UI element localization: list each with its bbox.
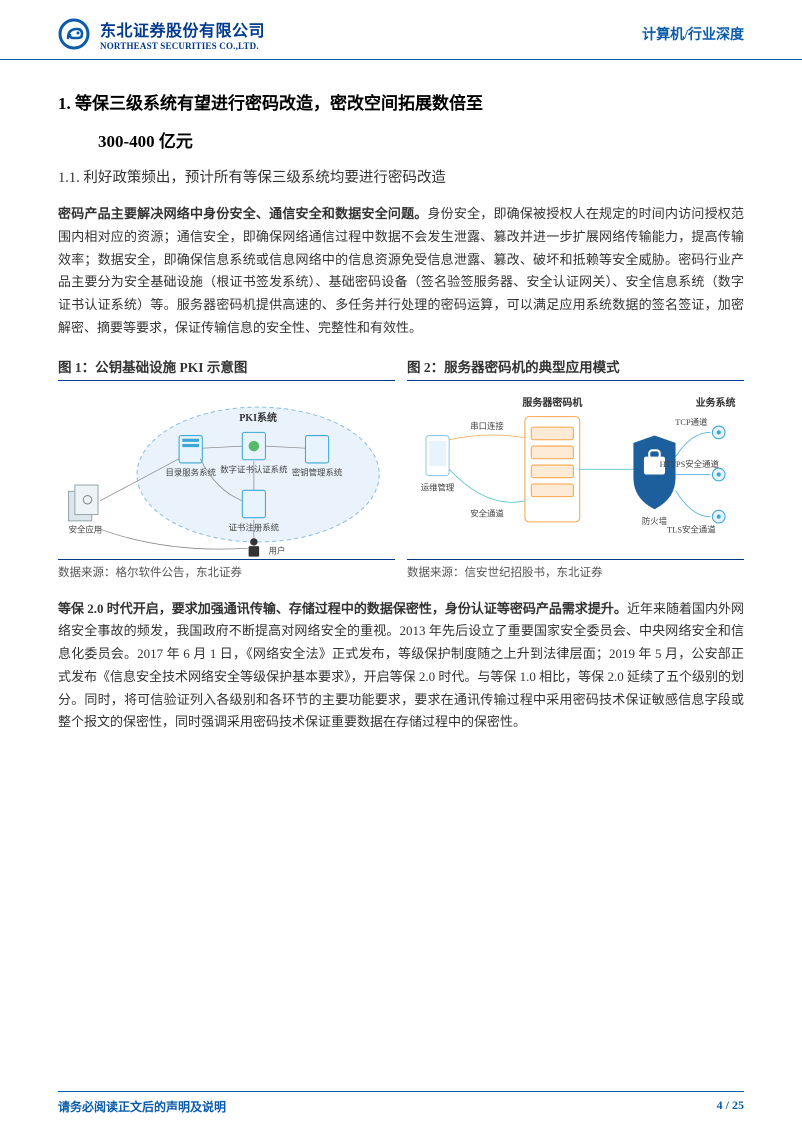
fig2-ops: 运维管理 xyxy=(421,482,455,492)
fig2-firewall: 防火墙 xyxy=(642,516,668,526)
fig2-secch: 安全通道 xyxy=(470,508,504,518)
fig1-user: 用户 xyxy=(269,545,286,555)
heading-1-cont: 300-400 亿元 xyxy=(98,127,744,152)
firewall-icon xyxy=(633,435,675,509)
logo-text-cn: 东北证券股份有限公司 xyxy=(100,17,265,41)
fig2-serial: 串口连接 xyxy=(470,421,504,431)
fig2-diagram: 服务器密码机 业务系统 运维管理 xyxy=(407,385,744,564)
fig1-diagram: PKI系统 目录服务系统 数字证书认证系统 密钥管理系统 证书注册系统 xyxy=(58,385,395,564)
fig2-server-title: 服务器密码机 xyxy=(522,396,582,409)
figures-row: 图 1：公钥基础设施 PKI 示意图 PKI系统 目录服务系统 数字证书认证系统… xyxy=(58,356,744,580)
header-category: 计算机/行业深度 xyxy=(642,24,744,44)
paragraph-2: 等保 2.0 时代开启，要求加强通讯传输、存储过程中的数据保密性，身份认证等密码… xyxy=(58,598,744,735)
fig1-pki-label: PKI系统 xyxy=(239,410,277,423)
para1-rest: 身份安全，即确保被授权人在规定的时间内访问授权范围内相对应的资源；通信安全，即确… xyxy=(58,206,744,335)
fig2-biz-title: 业务系统 xyxy=(696,396,736,409)
para2-rest: 近年来随着国内外网络安全事故的频发，我国政府不断提高对网络安全的重视。2013 … xyxy=(58,601,744,730)
fig1-title: 图 1：公钥基础设施 PKI 示意图 xyxy=(58,356,395,381)
fig2-https: HTTPS安全通道 xyxy=(660,459,720,469)
logo-icon xyxy=(58,18,90,50)
fig1-secmgr: 密钥管理系统 xyxy=(292,467,343,477)
fig2-tls: TLS安全通道 xyxy=(667,524,716,534)
page-header: 东北证券股份有限公司 NORTHEAST SECURITIES CO.,LTD.… xyxy=(0,0,802,60)
paragraph-1: 密码产品主要解决网络中身份安全、通信安全和数据安全问题。身份安全，即确保被授权人… xyxy=(58,203,744,340)
heading-2: 1.1. 利好政策频出，预计所有等保三级系统均要进行密码改造 xyxy=(58,166,744,187)
fig2-box: 服务器密码机 业务系统 运维管理 xyxy=(407,385,744,555)
page-footer: 请务必阅读正文后的声明及说明 4 / 25 xyxy=(0,1091,802,1115)
logo-text: 东北证券股份有限公司 NORTHEAST SECURITIES CO.,LTD. xyxy=(100,17,265,51)
logo-text-en: NORTHEAST SECURITIES CO.,LTD. xyxy=(100,41,265,51)
fig1-app: 安全应用 xyxy=(69,524,103,534)
page: 东北证券股份有限公司 NORTHEAST SECURITIES CO.,LTD.… xyxy=(0,0,802,1133)
fig2-title: 图 2：服务器密码机的典型应用模式 xyxy=(407,356,744,381)
figure-1: 图 1：公钥基础设施 PKI 示意图 PKI系统 目录服务系统 数字证书认证系统… xyxy=(58,356,395,580)
fig2-tcp: TCP通道 xyxy=(675,417,708,427)
heading-1-num: 1. xyxy=(58,94,71,113)
fig1-box: PKI系统 目录服务系统 数字证书认证系统 密钥管理系统 证书注册系统 xyxy=(58,385,395,555)
footer-page: 4 / 25 xyxy=(717,1098,744,1115)
brand-logo: 东北证券股份有限公司 NORTHEAST SECURITIES CO.,LTD. xyxy=(58,17,265,51)
heading-1-text: 等保三级系统有望进行密码改造，密改空间拓展数倍至 xyxy=(75,94,483,113)
heading-1: 1. 等保三级系统有望进行密码改造，密改空间拓展数倍至 xyxy=(58,90,744,117)
para1-bold: 密码产品主要解决网络中身份安全、通信安全和数据安全问题。 xyxy=(58,206,427,221)
para2-bold: 等保 2.0 时代开启，要求加强通讯传输、存储过程中的数据保密性，身份认证等密码… xyxy=(58,601,627,616)
fig1-dir: 目录服务系统 xyxy=(165,467,216,477)
footer-note: 请务必阅读正文后的声明及说明 xyxy=(58,1098,226,1115)
content: 1. 等保三级系统有望进行密码改造，密改空间拓展数倍至 300-400 亿元 1… xyxy=(0,60,802,734)
figure-2: 图 2：服务器密码机的典型应用模式 服务器密码机 业务系统 运维管理 xyxy=(407,356,744,580)
